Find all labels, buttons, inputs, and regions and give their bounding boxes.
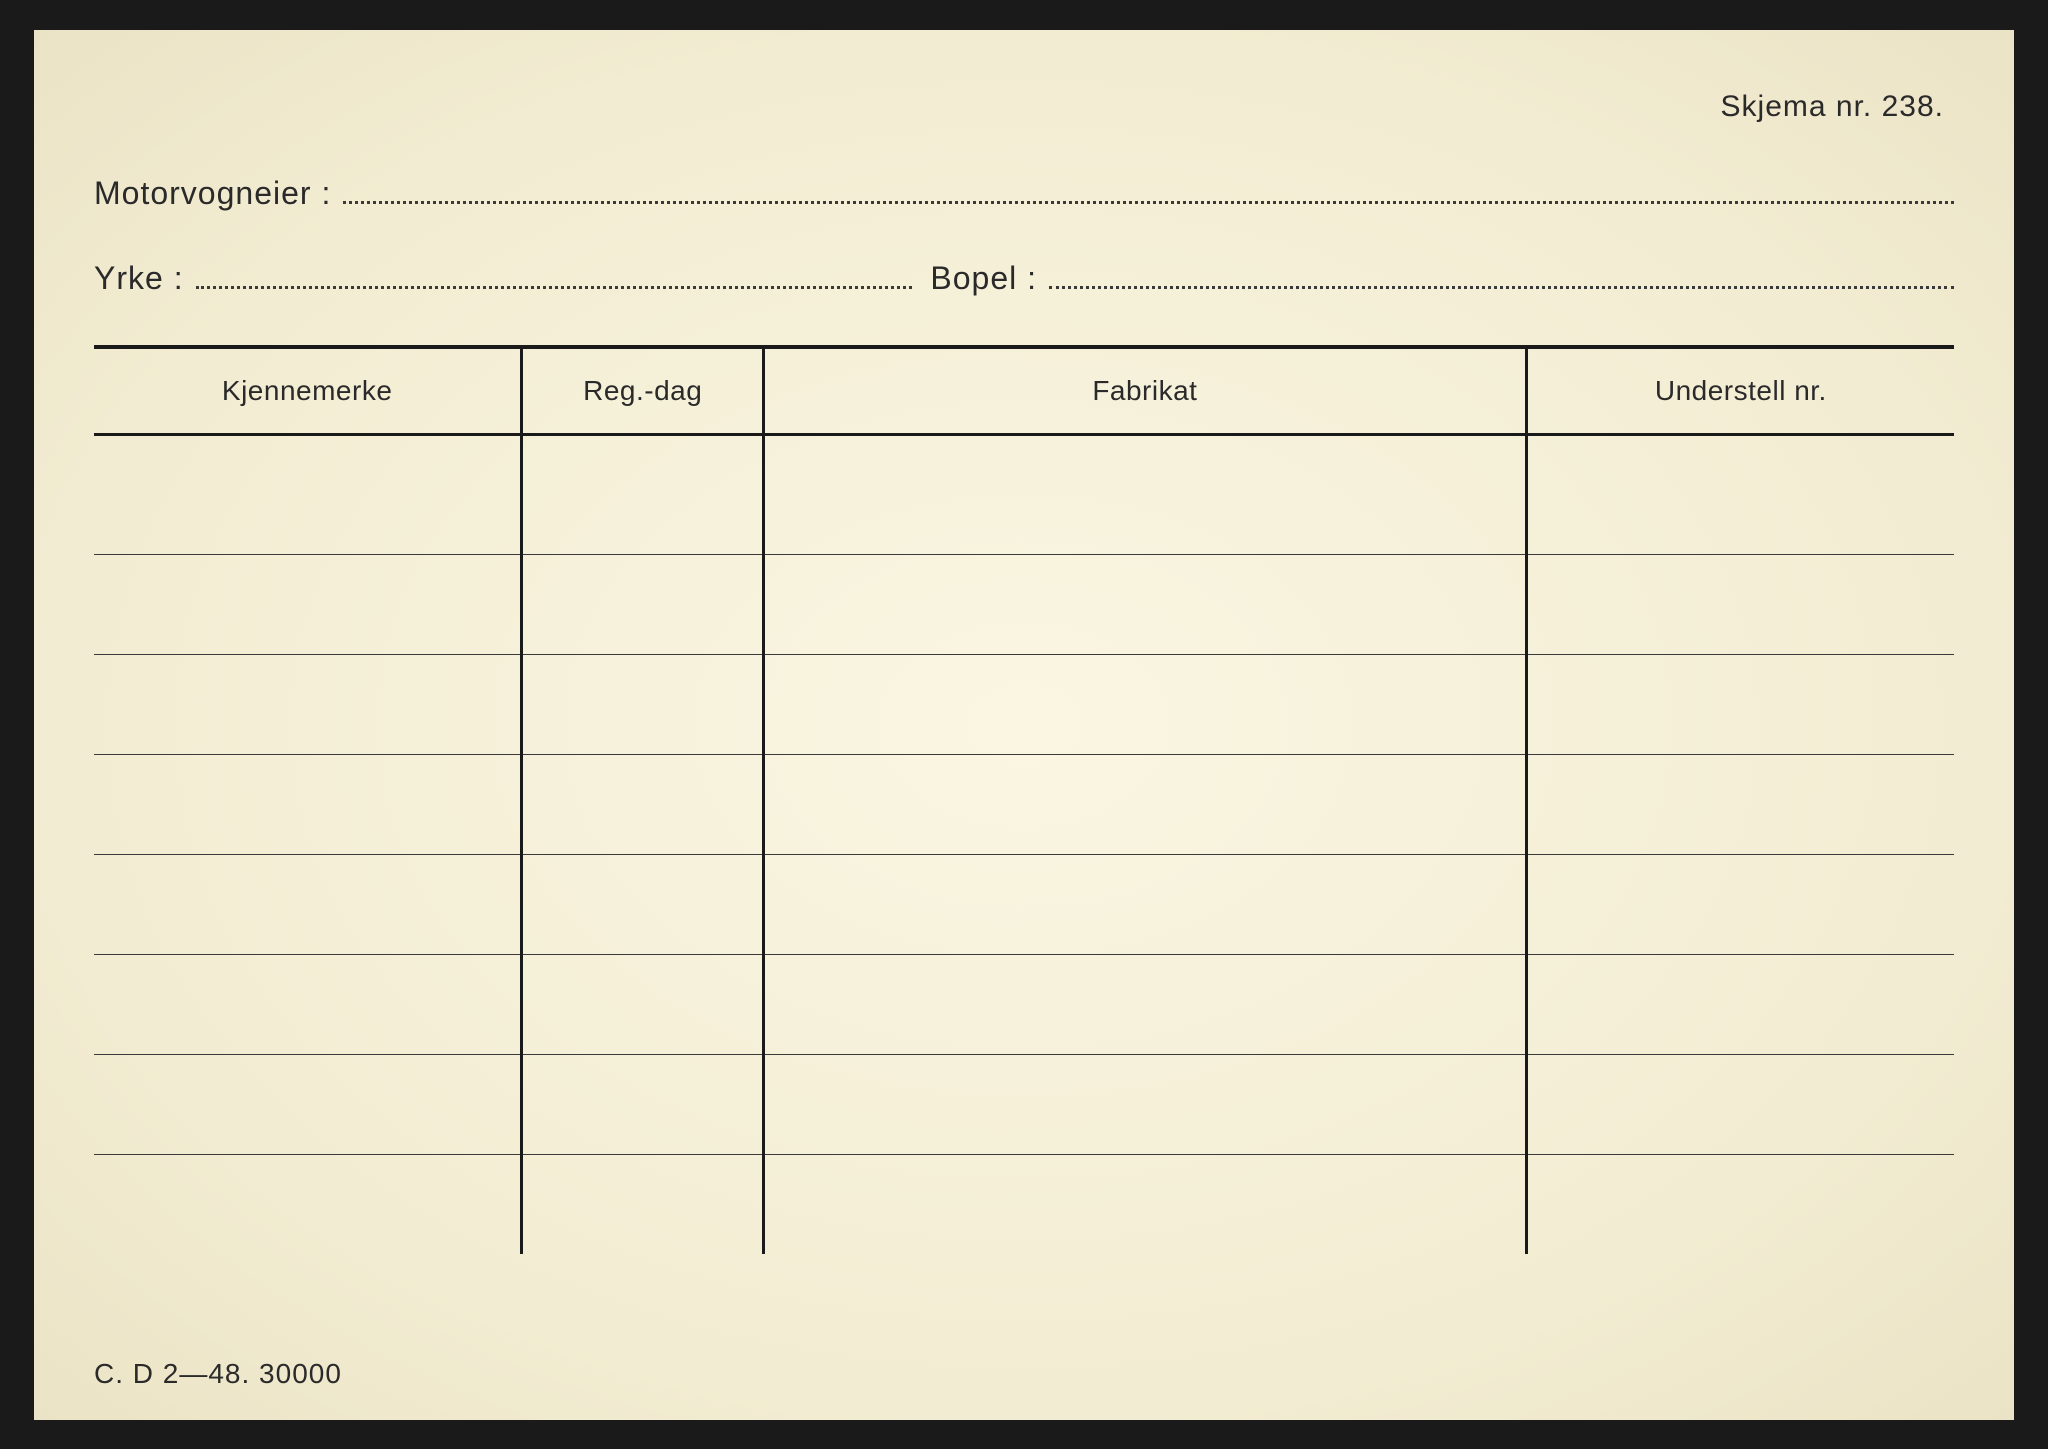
cell-regdag bbox=[522, 754, 764, 854]
cell-kjennemerke bbox=[94, 434, 522, 554]
table-row bbox=[94, 654, 1954, 754]
table-header-row: Kjennemerke Reg.-dag Fabrikat Understell… bbox=[94, 347, 1954, 435]
cell-kjennemerke bbox=[94, 554, 522, 654]
cell-kjennemerke bbox=[94, 854, 522, 954]
cell-fabrikat bbox=[764, 754, 1527, 854]
cell-regdag bbox=[522, 1054, 764, 1154]
cell-regdag bbox=[522, 434, 764, 554]
cell-kjennemerke bbox=[94, 754, 522, 854]
cell-fabrikat bbox=[764, 654, 1527, 754]
table-row bbox=[94, 754, 1954, 854]
field-row-yrke-bopel: Yrke : Bopel : bbox=[94, 260, 1954, 297]
col-header-regdag: Reg.-dag bbox=[522, 347, 764, 435]
table-row bbox=[94, 434, 1954, 554]
cell-fabrikat bbox=[764, 954, 1527, 1054]
cell-kjennemerke bbox=[94, 954, 522, 1054]
col-header-understell: Understell nr. bbox=[1526, 347, 1954, 435]
cell-regdag bbox=[522, 954, 764, 1054]
cell-understell bbox=[1526, 554, 1954, 654]
cell-fabrikat bbox=[764, 1054, 1527, 1154]
table-body bbox=[94, 434, 1954, 1254]
cell-understell bbox=[1526, 1154, 1954, 1254]
field-group-bopel: Bopel : bbox=[912, 260, 1954, 297]
table-row bbox=[94, 1154, 1954, 1254]
cell-fabrikat bbox=[764, 554, 1527, 654]
table-row bbox=[94, 554, 1954, 654]
table-row bbox=[94, 854, 1954, 954]
cell-understell bbox=[1526, 434, 1954, 554]
footer-print-code: C. D 2—48. 30000 bbox=[94, 1358, 342, 1390]
field-group-yrke: Yrke : bbox=[94, 260, 912, 297]
bopel-line bbox=[1049, 286, 1954, 289]
cell-fabrikat bbox=[764, 434, 1527, 554]
col-header-kjennemerke: Kjennemerke bbox=[94, 347, 522, 435]
vehicle-table-container: Kjennemerke Reg.-dag Fabrikat Understell… bbox=[94, 345, 1954, 1255]
field-row-motorvogneier: Motorvogneier : bbox=[94, 175, 1954, 212]
table-row bbox=[94, 1054, 1954, 1154]
cell-regdag bbox=[522, 1154, 764, 1254]
cell-regdag bbox=[522, 554, 764, 654]
yrke-line bbox=[196, 286, 913, 289]
cell-fabrikat bbox=[764, 1154, 1527, 1254]
header-fields: Motorvogneier : Yrke : Bopel : bbox=[94, 175, 1954, 297]
cell-understell bbox=[1526, 954, 1954, 1054]
cell-kjennemerke bbox=[94, 1054, 522, 1154]
cell-understell bbox=[1526, 854, 1954, 954]
table-row bbox=[94, 954, 1954, 1054]
bopel-label: Bopel : bbox=[912, 260, 1049, 297]
cell-fabrikat bbox=[764, 854, 1527, 954]
cell-understell bbox=[1526, 1054, 1954, 1154]
vehicle-table: Kjennemerke Reg.-dag Fabrikat Understell… bbox=[94, 345, 1954, 1255]
cell-kjennemerke bbox=[94, 654, 522, 754]
cell-kjennemerke bbox=[94, 1154, 522, 1254]
cell-regdag bbox=[522, 654, 764, 754]
cell-understell bbox=[1526, 654, 1954, 754]
yrke-label: Yrke : bbox=[94, 260, 196, 297]
col-header-fabrikat: Fabrikat bbox=[764, 347, 1527, 435]
cell-regdag bbox=[522, 854, 764, 954]
form-number: Skjema nr. 238. bbox=[1721, 90, 1944, 124]
motorvogneier-label: Motorvogneier : bbox=[94, 175, 343, 212]
cell-understell bbox=[1526, 754, 1954, 854]
motorvogneier-line bbox=[343, 201, 1954, 204]
registration-card: Skjema nr. 238. Motorvogneier : Yrke : B… bbox=[34, 30, 2014, 1420]
